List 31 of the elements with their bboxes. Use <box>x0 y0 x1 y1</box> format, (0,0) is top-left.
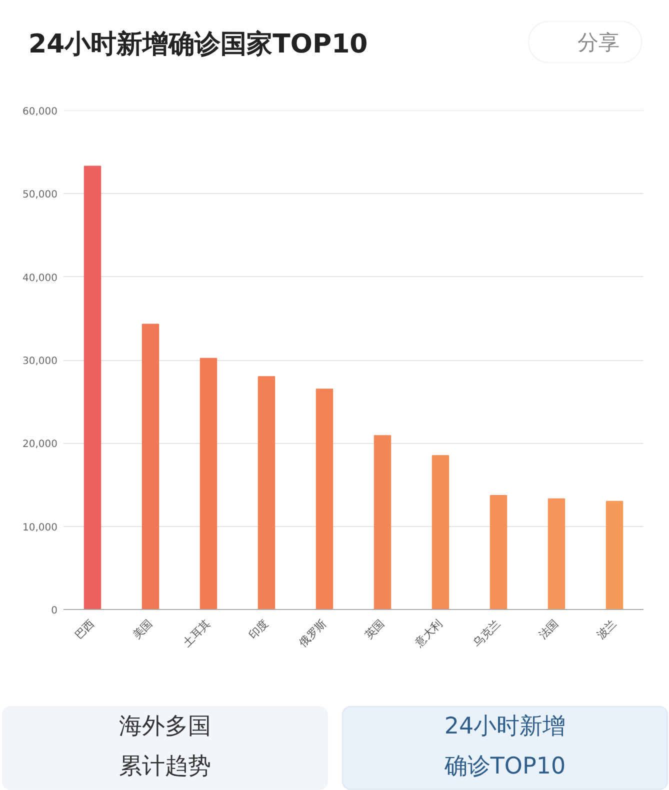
x-tick-label: 俄罗斯 <box>296 616 330 650</box>
text: 分享 <box>578 30 620 54</box>
x-tick-label: 印度 <box>246 616 272 642</box>
y-tick-label: 50,000 <box>22 190 58 201</box>
x-tick-label: 土耳其 <box>180 616 214 650</box>
bar <box>548 498 566 610</box>
y-tick-label: 30,000 <box>22 356 58 367</box>
x-tick-label: 巴西 <box>72 616 98 642</box>
bar <box>84 166 102 610</box>
bar <box>374 435 392 610</box>
y-tick-label: 10,000 <box>22 522 58 534</box>
text: 24小时新增确诊TOP10 <box>443 714 566 780</box>
bar <box>490 495 508 610</box>
text: 海外多国累计趋势 <box>119 714 211 780</box>
bar <box>200 358 218 610</box>
x-tick-label: 美国 <box>130 616 156 642</box>
y-tick-label: 40,000 <box>22 272 58 284</box>
bar <box>142 324 160 610</box>
x-tick-label: 波兰 <box>594 616 620 642</box>
bar <box>258 376 276 610</box>
x-tick-label: 意大利 <box>412 616 446 650</box>
bar <box>316 388 334 610</box>
x-tick-label: 法国 <box>536 616 562 642</box>
bar <box>432 455 450 610</box>
x-tick-label: 乌克兰 <box>470 616 504 650</box>
y-tick-label: 20,000 <box>22 439 58 450</box>
chart-title: 24小时新增确诊国家TOP10 <box>28 30 368 60</box>
y-tick-label: 60,000 <box>22 106 58 118</box>
y-tick-label: 0 <box>51 606 58 616</box>
bar <box>606 500 624 610</box>
x-tick-label: 英国 <box>362 616 388 642</box>
